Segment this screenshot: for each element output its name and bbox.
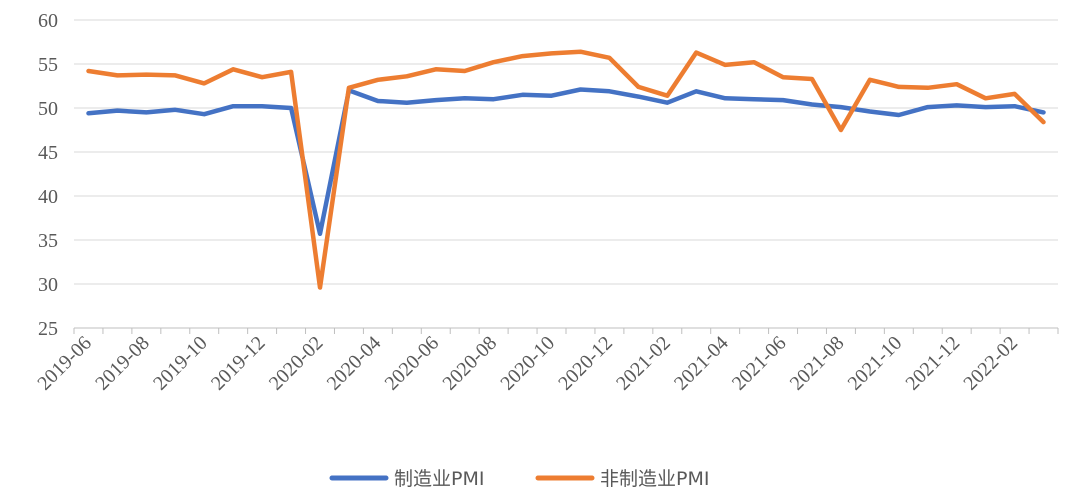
x-tick-label: 2021-04	[670, 332, 733, 395]
x-tick-label: 2021-12	[902, 332, 965, 395]
x-tick-label: 2022-02	[959, 332, 1022, 395]
x-tick-label: 2019-06	[33, 332, 96, 395]
series-line-2	[86, 49, 1046, 290]
x-tick-label: 2020-08	[438, 332, 501, 395]
y-tick-label: 25	[38, 318, 58, 340]
x-tick-label: 2021-06	[728, 332, 791, 395]
y-tick-label: 35	[38, 230, 58, 252]
x-tick-label: 2019-10	[149, 332, 212, 395]
gridlines	[74, 19, 1058, 329]
series-lines	[86, 49, 1046, 290]
x-tick-label: 2020-02	[265, 332, 328, 395]
x-tick-label: 2020-12	[554, 332, 617, 395]
x-tick-label: 2019-08	[91, 332, 154, 395]
y-tick-label: 60	[38, 10, 58, 32]
legend: 制造业PMI 非制造业PMI	[329, 468, 709, 490]
y-tick-label: 40	[38, 186, 58, 208]
series-line-1	[86, 87, 1046, 237]
x-axis: 2019-062019-082019-102019-122020-022020-…	[33, 327, 1059, 395]
x-tick-label: 2020-04	[323, 332, 386, 395]
x-tick-label: 2019-12	[207, 332, 270, 395]
x-tick-label: 2021-02	[612, 332, 675, 395]
x-tick-label: 2020-06	[381, 332, 444, 395]
y-tick-label: 50	[38, 98, 58, 120]
y-axis: 25 30 35 40 45 50 55 60	[38, 10, 58, 340]
y-tick-label: 55	[38, 54, 58, 76]
x-tick-label: 2020-10	[496, 332, 559, 395]
x-tick-label: 2021-10	[844, 332, 907, 395]
y-tick-label: 30	[38, 274, 58, 296]
legend-label-1: 制造业PMI	[394, 468, 484, 490]
y-tick-label: 45	[38, 142, 58, 164]
legend-label-2: 非制造业PMI	[600, 468, 709, 490]
x-tick-label: 2021-08	[786, 332, 849, 395]
